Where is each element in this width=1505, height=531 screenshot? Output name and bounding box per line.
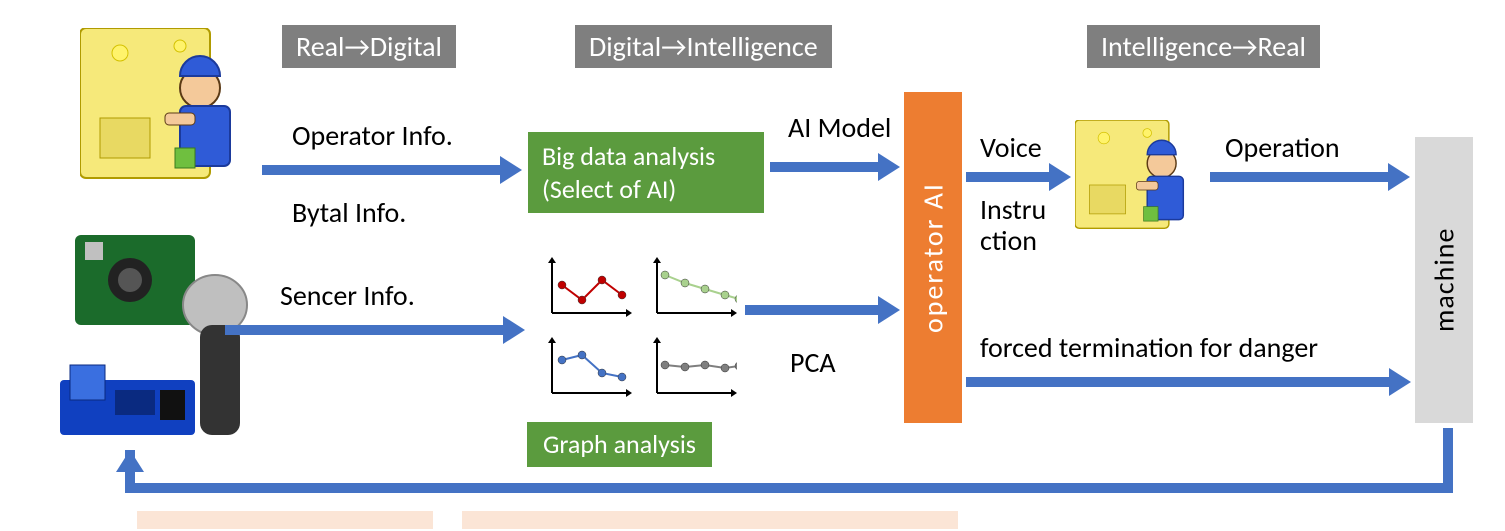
box-bigdata: Big data analysis (Select of AI) [526,130,766,215]
label-pca: PCA [790,345,836,380]
box-graph-analysis: Graph analysis [525,420,714,469]
label-operation: Operation [1225,130,1340,165]
operator-illustration [80,28,260,198]
header-real-digital: Real→Digital [282,25,456,68]
label-operator-info: Operator Info. [292,118,453,153]
chart-2 [645,255,737,325]
box-bigdata-line2: (Select of AI) [542,173,750,206]
label-forced-termination: forced termination for danger [980,330,1318,365]
label-instruction: Instru ction [980,195,1046,257]
label-instruction-l1: Instru [980,195,1046,226]
label-ai-model: AI Model [788,110,891,145]
box-bigdata-line1: Big data analysis [542,140,750,173]
arrow-ai-to-operator [966,170,1071,184]
label-voice: Voice [980,130,1042,165]
chart-1 [540,255,632,325]
chart-3 [540,335,632,405]
label-sencer-info: Sencer Info. [280,278,415,313]
arrow-sensor-to-charts [225,323,525,337]
diagram-root: Real→Digital Digital→Intelligence Intell… [0,0,1505,531]
header-digital-intelligence: Digital→Intelligence [575,25,832,68]
peach-box-2 [460,509,960,531]
box-operator-ai: operator AI [902,90,964,425]
chart-4 [645,335,737,405]
label-instruction-l2: ction [980,226,1046,257]
arrow-charts-to-ai [745,303,900,317]
header-intelligence-real: Intelligence→Real [1087,25,1320,68]
operator-illustration-right [1075,120,1205,240]
peach-box-1 [135,509,435,531]
arrow-ai-to-machine [966,375,1411,389]
arrow-operator-to-bigdata [262,163,522,177]
label-bytal-info: Bytal Info. [292,195,406,230]
box-machine: machine [1413,135,1475,425]
sensor-illustration [60,230,290,450]
arrow-operator-to-machine [1210,170,1410,184]
arrow-bigdata-to-ai [770,160,900,174]
